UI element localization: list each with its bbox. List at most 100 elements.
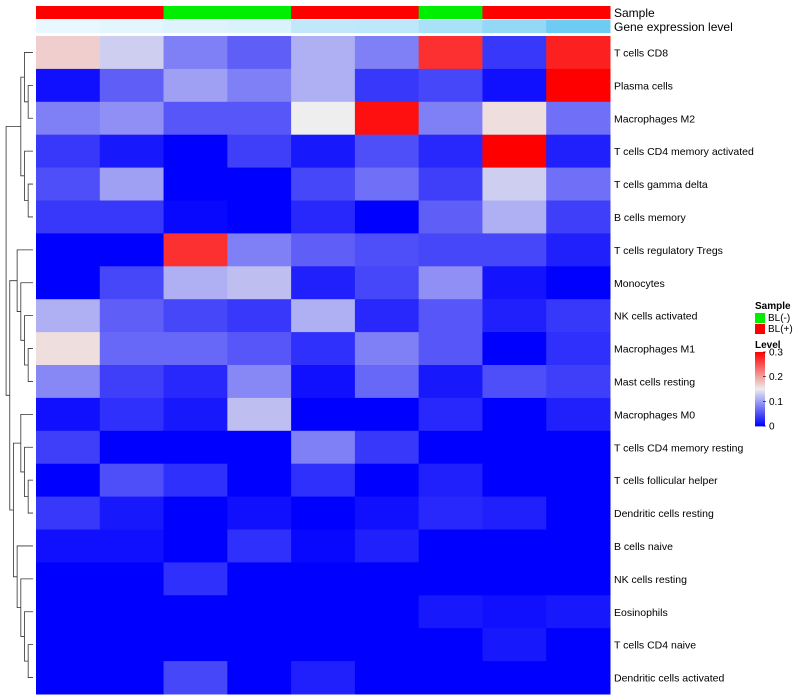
heatmap-cell: [546, 266, 611, 300]
heatmap-cell: [546, 200, 611, 234]
heatmap-cell: [163, 595, 228, 629]
heatmap-cell: [418, 167, 483, 201]
heatmap-cell: [163, 266, 228, 300]
level-legend-gradient-step: [755, 418, 765, 421]
level-legend-gradient-step: [755, 352, 765, 355]
heatmap-cell: [163, 68, 228, 103]
heatmap-cell: [546, 101, 611, 136]
heatmap-cell: [36, 332, 101, 366]
heatmap-cell: [482, 628, 547, 662]
heatmap-cell: [99, 299, 165, 333]
heatmap-cell: [482, 299, 547, 333]
heatmap-cell: [291, 496, 356, 530]
heatmap-cell: [163, 628, 228, 662]
heatmap-cell: [291, 233, 356, 267]
dendrogram-branch: [16, 545, 33, 609]
level-legend-gradient-step: [755, 353, 765, 357]
level-legend-gradient-step: [755, 394, 765, 397]
annotation-cell: [482, 6, 547, 19]
heatmap-cell: [482, 266, 547, 300]
heatmap-cell: [291, 430, 356, 465]
heatmap-cell: [482, 36, 547, 70]
heatmap-cell: [36, 463, 101, 498]
dendrogram-branch: [24, 315, 33, 366]
heatmap-cell: [36, 628, 101, 662]
heatmap-cell: [354, 233, 420, 267]
heatmap-cell: [418, 529, 483, 563]
level-legend-gradient-step: [755, 377, 765, 381]
heatmap-cell: [546, 529, 611, 563]
heatmap-cell: [546, 299, 611, 333]
row-label: T cells gamma delta: [614, 179, 708, 191]
heatmap-cell: [163, 397, 228, 432]
dendrogram-branch: [24, 611, 33, 662]
heatmap-cell: [482, 661, 547, 695]
heatmap-cell: [36, 266, 101, 300]
heatmap-cell: [36, 134, 101, 169]
row-label: T cells follicular helper: [614, 475, 718, 487]
heatmap-cell: [227, 562, 292, 596]
heatmap-cell: [99, 68, 165, 103]
annotation-cell: [227, 6, 292, 19]
annotation-cell: [482, 20, 547, 33]
row-label: T cells CD4 naive: [614, 640, 696, 652]
heatmap-cell: [163, 365, 228, 399]
heatmap-cell: [291, 68, 356, 103]
level-legend-gradient-step: [755, 385, 765, 388]
heatmap-cell: [291, 365, 356, 399]
heatmap-cell: [354, 562, 420, 596]
heatmap-cell: [163, 233, 228, 267]
heatmap-cell: [291, 200, 356, 234]
heatmap-cell: [291, 101, 356, 136]
level-legend-gradient-step: [755, 389, 765, 392]
dendrogram-branch: [20, 578, 33, 637]
level-legend-gradient-step: [755, 398, 765, 401]
heatmap-cell: [99, 266, 165, 300]
heatmap-cell: [227, 397, 292, 432]
heatmap-cell: [227, 68, 292, 103]
heatmap-cell: [482, 101, 547, 136]
heatmap-cell: [482, 68, 547, 103]
heatmap-cell: [418, 299, 483, 333]
annotation-cell: [546, 6, 611, 19]
heatmap-cell: [354, 595, 420, 629]
heatmap-cell: [291, 397, 356, 432]
heatmap-cell: [99, 167, 165, 201]
annotation-cell: [163, 6, 228, 19]
annotation-cell: [418, 20, 483, 33]
level-legend-gradient-step: [755, 424, 765, 427]
dendrogram-branch: [20, 282, 33, 341]
level-legend-gradient-step: [755, 387, 765, 390]
heatmap-cell: [227, 661, 292, 695]
level-legend-tick-label: 0.2: [769, 372, 783, 383]
heatmap-cell: [99, 463, 165, 498]
sample-legend-label: BL(+): [768, 324, 793, 335]
heatmap-cell: [36, 430, 101, 465]
heatmap-cell: [227, 595, 292, 629]
heatmap-cells: [36, 36, 611, 695]
heatmap-cell: [546, 661, 611, 695]
heatmap-cell: [482, 365, 547, 399]
heatmap-cell: [291, 661, 356, 695]
row-label: T cells CD4 memory resting: [614, 442, 743, 454]
heatmap-cell: [163, 496, 228, 530]
heatmap-cell: [291, 167, 356, 201]
heatmap-cell: [99, 36, 165, 70]
dendrogram-branch: [27, 84, 33, 119]
heatmap-cell: [227, 529, 292, 563]
heatmap-cell: [227, 167, 292, 201]
level-legend-gradient-step: [755, 403, 765, 407]
heatmap-cell: [36, 299, 101, 333]
heatmap-cell: [99, 233, 165, 267]
heatmap-cell: [99, 134, 165, 169]
row-label: Mast cells resting: [614, 376, 695, 388]
level-legend-gradient-step: [755, 366, 765, 370]
level-legend-gradient-step: [755, 357, 765, 360]
level-legend-gradient-step: [755, 383, 765, 386]
heatmap-cell: [227, 332, 292, 366]
level-legend-title: Level: [755, 340, 781, 351]
level-legend-tick-label: 0.3: [769, 348, 783, 359]
heatmap-cell: [354, 68, 420, 103]
heatmap-cell: [163, 430, 228, 465]
